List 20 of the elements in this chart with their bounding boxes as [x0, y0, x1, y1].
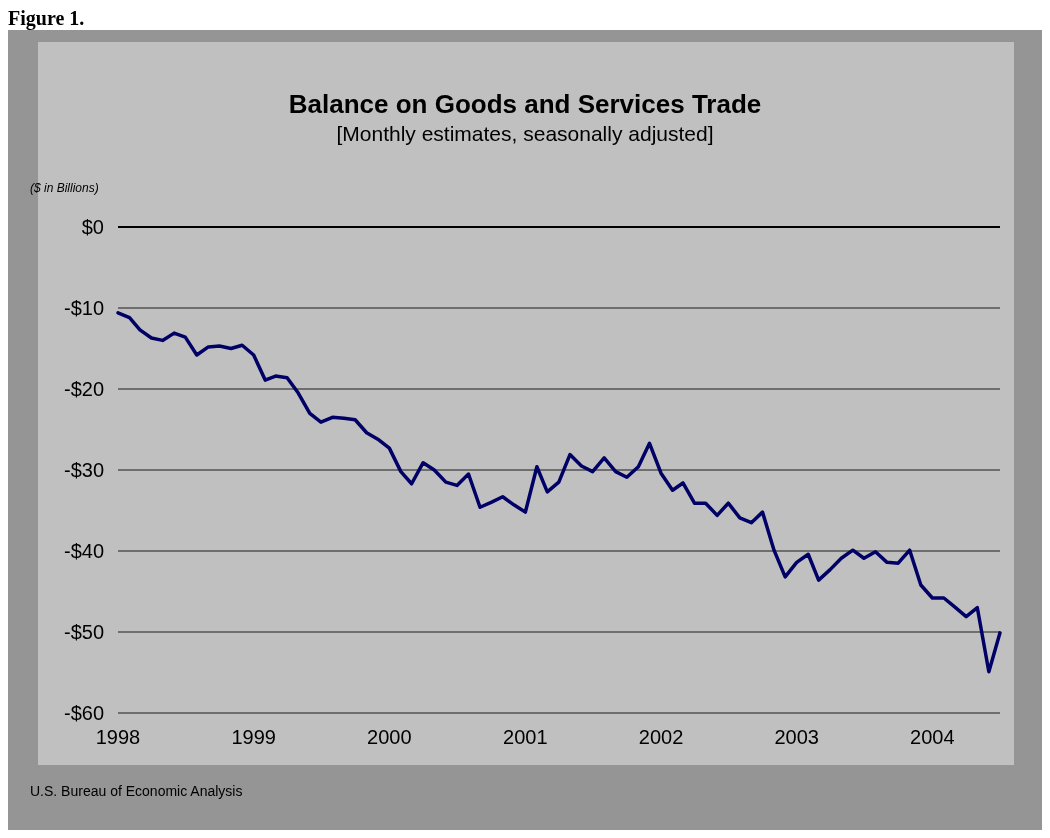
- chart-title: Balance on Goods and Services Trade: [288, 89, 762, 119]
- x-tick-label: 2000: [367, 726, 412, 748]
- y-tick-label: -$20: [63, 378, 104, 400]
- x-tick-label: 2002: [638, 726, 684, 748]
- x-tick-label: 2004: [910, 726, 955, 748]
- y-tick-label: -$60: [63, 702, 104, 724]
- x-tick-label: 2003: [774, 726, 819, 748]
- line-series: [116, 311, 1002, 674]
- y-tick-label: -$50: [63, 621, 104, 643]
- y-tick-label: -$10: [63, 297, 104, 319]
- y-tick-label: -$40: [63, 540, 104, 562]
- chart-subtitle: [Monthly estimates, seasonally adjusted]: [336, 122, 714, 145]
- x-tick-label: 2001: [503, 726, 548, 748]
- y-tick-label: -$30: [63, 459, 104, 481]
- x-tick-label: 1999: [231, 726, 276, 748]
- x-tick-label: 1998: [95, 726, 141, 748]
- text: U.S. Bureau of Economic Analysis: [30, 783, 243, 799]
- y-tick-label: $0: [81, 216, 104, 238]
- caption: Figure 1.: [8, 7, 85, 30]
- y-axis-title: ($ in Billions): [30, 181, 99, 195]
